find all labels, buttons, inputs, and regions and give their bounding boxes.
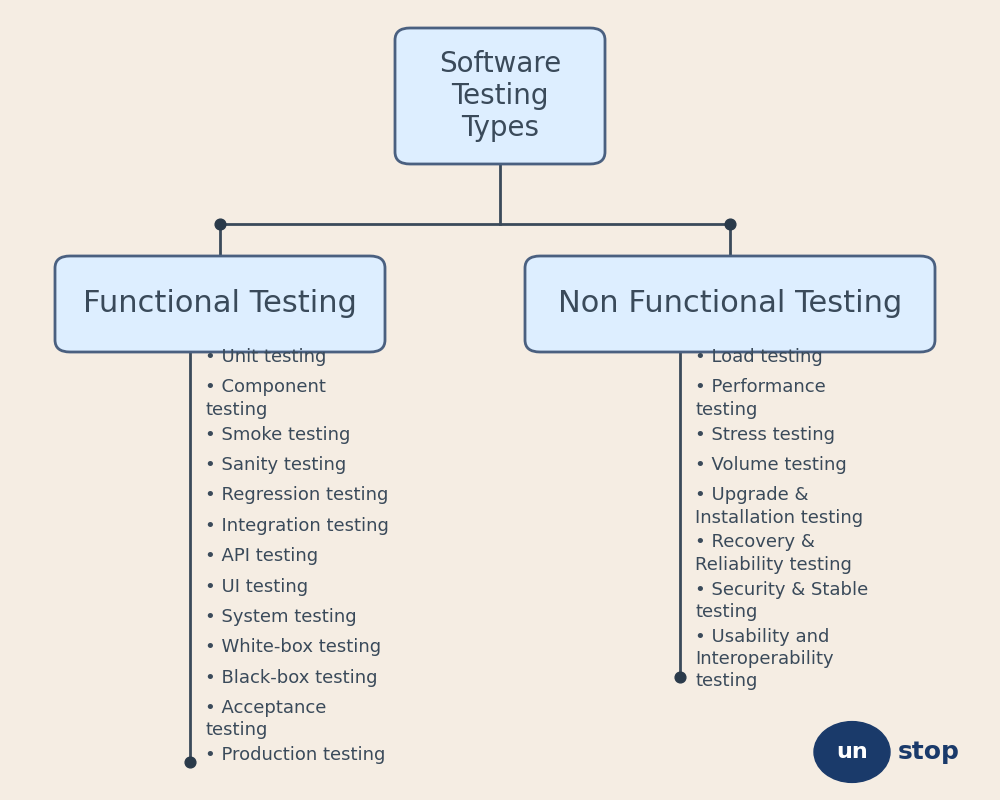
Text: • Sanity testing: • Sanity testing xyxy=(205,456,346,474)
Text: • Load testing: • Load testing xyxy=(695,348,823,366)
Text: • Smoke testing: • Smoke testing xyxy=(205,426,350,443)
Text: stop: stop xyxy=(898,740,960,764)
Text: un: un xyxy=(836,742,868,762)
Circle shape xyxy=(814,722,890,782)
Text: • Black-box testing: • Black-box testing xyxy=(205,669,378,686)
Text: Non Functional Testing: Non Functional Testing xyxy=(558,290,902,318)
Text: • Upgrade &
Installation testing: • Upgrade & Installation testing xyxy=(695,486,863,526)
Text: • Regression testing: • Regression testing xyxy=(205,486,388,504)
Text: • Security & Stable
testing: • Security & Stable testing xyxy=(695,581,868,621)
FancyBboxPatch shape xyxy=(55,256,385,352)
Text: Software
Testing
Types: Software Testing Types xyxy=(439,50,561,142)
Text: Functional Testing: Functional Testing xyxy=(83,290,357,318)
Point xyxy=(672,670,688,683)
Text: • Unit testing: • Unit testing xyxy=(205,348,326,366)
Text: • Performance
testing: • Performance testing xyxy=(695,378,826,418)
Text: • Component
testing: • Component testing xyxy=(205,378,326,418)
Text: • Recovery &
Reliability testing: • Recovery & Reliability testing xyxy=(695,534,852,574)
Point xyxy=(182,756,198,769)
Text: • System testing: • System testing xyxy=(205,608,357,626)
Text: • Production testing: • Production testing xyxy=(205,746,385,764)
Point xyxy=(212,218,228,230)
Point xyxy=(722,218,738,230)
Text: • Integration testing: • Integration testing xyxy=(205,517,389,534)
Text: • API testing: • API testing xyxy=(205,547,318,565)
Text: • UI testing: • UI testing xyxy=(205,578,308,595)
Text: • White-box testing: • White-box testing xyxy=(205,638,381,656)
Text: • Stress testing: • Stress testing xyxy=(695,426,835,443)
Text: • Usability and
Interoperability
testing: • Usability and Interoperability testing xyxy=(695,628,834,690)
FancyBboxPatch shape xyxy=(395,28,605,164)
Text: • Acceptance
testing: • Acceptance testing xyxy=(205,699,326,739)
FancyBboxPatch shape xyxy=(525,256,935,352)
Text: • Volume testing: • Volume testing xyxy=(695,456,847,474)
